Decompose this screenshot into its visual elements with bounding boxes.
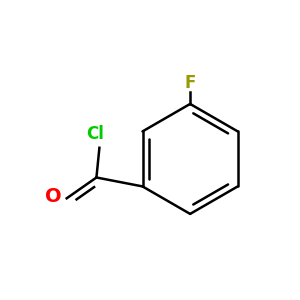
Text: O: O xyxy=(45,187,62,206)
Text: F: F xyxy=(184,74,196,92)
Text: Cl: Cl xyxy=(86,125,104,143)
